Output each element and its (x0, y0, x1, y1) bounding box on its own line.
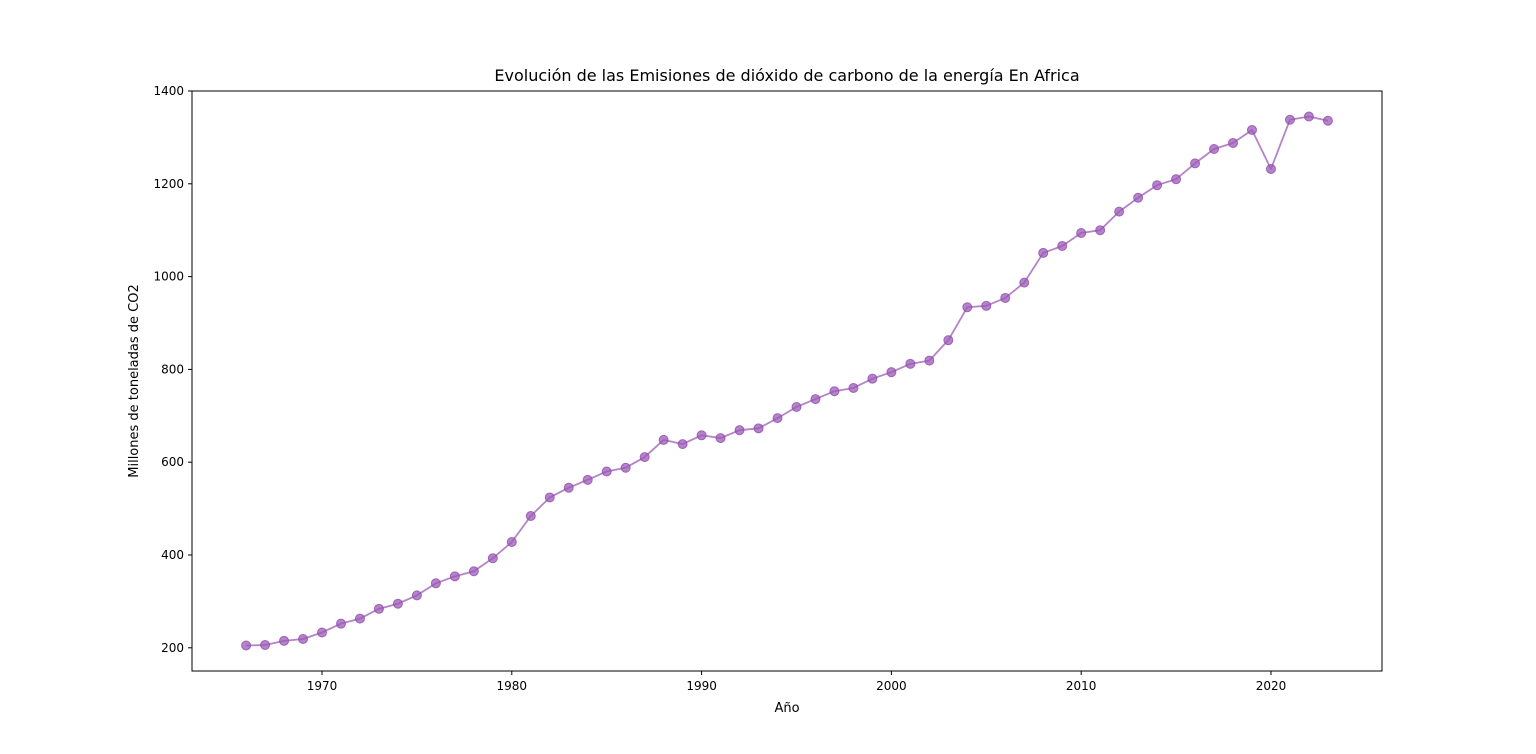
data-point (1265, 163, 1276, 174)
data-point (658, 434, 669, 445)
series-line (246, 115, 1329, 647)
x-tick-label: 2010 (1066, 679, 1097, 693)
data-point (924, 355, 935, 366)
x-tick-label: 2020 (1256, 679, 1287, 693)
data-point (810, 394, 821, 405)
data-point (1171, 174, 1182, 185)
data-point (715, 433, 726, 444)
data-point (468, 566, 479, 577)
plot-frame (191, 90, 1383, 672)
data-point (582, 474, 593, 485)
data-point (1019, 277, 1030, 288)
data-point (620, 462, 631, 473)
data-point (601, 466, 612, 477)
y-tick-label: 200 (161, 641, 184, 655)
data-point (1209, 144, 1220, 154)
data-point (829, 386, 840, 397)
x-tick-label: 2000 (876, 679, 907, 693)
plot-area: 1970 1980 1990 2000 2010 2020 200 400 600 800 100… (153, 84, 1383, 693)
y-axis-label: Millones de toneladas de CO2 (127, 284, 142, 477)
data-point (962, 302, 973, 313)
data-point (867, 373, 878, 384)
data-point (677, 439, 688, 450)
data-point (260, 640, 271, 651)
data-point (506, 537, 517, 548)
y-tick-label: 1000 (153, 270, 184, 284)
data-point (791, 401, 802, 412)
data-point (943, 335, 954, 346)
x-axis-ticks: 1970 1980 1990 2000 2010 2020 (307, 671, 1287, 693)
data-point (279, 635, 290, 646)
data-point (753, 423, 764, 434)
data-point (886, 367, 897, 378)
data-point (848, 382, 859, 393)
data-point (1246, 124, 1257, 135)
data-point (734, 425, 745, 436)
x-tick-label: 1970 (307, 679, 338, 693)
data-point (430, 578, 441, 589)
y-tick-label: 1200 (153, 177, 184, 191)
y-tick-label: 400 (161, 548, 184, 562)
data-point (544, 492, 555, 503)
data-point (1133, 192, 1144, 203)
data-point (392, 598, 403, 609)
data-point (1190, 158, 1201, 169)
data-point (1114, 206, 1125, 217)
data-point (639, 452, 650, 463)
x-tick-label: 1980 (497, 679, 528, 693)
data-point (696, 430, 707, 441)
data-point (487, 553, 498, 564)
data-point (1095, 225, 1106, 236)
data-point (905, 358, 916, 369)
data-point (1228, 137, 1239, 148)
y-tick-label: 800 (161, 362, 184, 376)
data-point (317, 627, 328, 638)
data-point (1303, 111, 1314, 122)
data-point (411, 590, 422, 601)
data-point (981, 300, 992, 311)
data-point (1152, 180, 1163, 191)
data-point (1057, 240, 1068, 251)
x-axis-label: Año (774, 701, 799, 716)
data-point (449, 571, 460, 582)
data-point (1076, 227, 1087, 238)
data-point (563, 482, 574, 493)
data-point (1000, 292, 1011, 303)
y-axis-ticks: 200 400 600 800 1000 1200 1400 (153, 84, 192, 655)
data-point (335, 618, 346, 629)
data-point (1038, 247, 1049, 258)
data-point (1284, 114, 1295, 125)
y-tick-label: 600 (161, 455, 184, 469)
data-point (525, 511, 536, 522)
x-tick-label: 1990 (686, 679, 717, 693)
series-layer (241, 111, 1333, 651)
chart-title: Evolución de las Emisiones de dióxido de… (494, 66, 1079, 85)
y-tick-label: 1400 (153, 84, 184, 98)
data-point (1322, 115, 1333, 126)
data-point (373, 603, 384, 614)
data-point (298, 633, 309, 644)
data-point (354, 613, 365, 624)
data-point (772, 413, 783, 424)
data-point (241, 640, 252, 651)
